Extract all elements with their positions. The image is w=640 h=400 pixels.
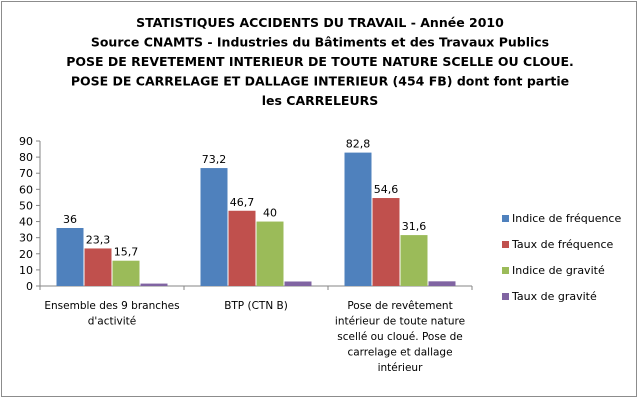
title-line: Source CNAMTS - Industries du Bâtiments …	[91, 35, 549, 50]
legend-swatch	[502, 293, 509, 300]
legend: Indice de fréquence Taux de fréquence Indi…	[502, 212, 621, 303]
category-label: d'activité	[88, 316, 137, 328]
y-tick-label: 0	[26, 280, 33, 293]
bars	[56, 152, 456, 286]
title-line: les CARRELEURS	[262, 93, 378, 108]
title-line: POSE DE CARRELAGE ET DALLAGE INTERIEUR (…	[71, 74, 569, 89]
y-tick-label: 40	[19, 216, 33, 229]
data-label: 46,7	[230, 196, 255, 209]
bar	[284, 281, 312, 286]
y-tick-label: 30	[19, 232, 33, 245]
chart-title: STATISTIQUES ACCIDENTS DU TRAVAIL - Anné…	[66, 15, 574, 108]
legend-label: Indice de fréquence	[512, 212, 621, 225]
bar	[228, 210, 256, 286]
y-tick-label: 70	[19, 167, 33, 180]
data-labels: 36 23,315,7 73,2 46,7 40 82,8 54,6 31,6	[63, 138, 426, 259]
y-tick-label: 80	[19, 151, 33, 164]
legend-label: Taux de fréquence	[511, 238, 614, 251]
y-tick-label: 90	[19, 135, 33, 148]
bar	[112, 260, 140, 286]
data-label: 73,2	[202, 153, 227, 166]
category-label: carrelage et dallage	[347, 347, 452, 359]
bar	[344, 152, 372, 286]
y-tick-label: 10	[19, 264, 33, 277]
y-tick-label: 20	[19, 248, 33, 261]
data-label: 36	[63, 213, 77, 226]
category-label: Pose de revêtement	[347, 300, 452, 312]
category-label: intérieur de toute nature	[335, 316, 465, 328]
bar	[84, 248, 112, 286]
category-labels: Ensemble des 9 branches d'activité BTP (CT…	[44, 300, 465, 374]
category-label: scellé ou cloué. Pose de	[337, 331, 462, 343]
data-label: 31,6	[402, 220, 427, 233]
bar	[372, 198, 400, 286]
title-line: POSE DE REVETEMENT INTERIEUR DE TOUTE NA…	[66, 54, 574, 69]
category-label: Ensemble des 9 branches	[44, 300, 179, 312]
bar	[428, 281, 456, 286]
legend-swatch	[502, 267, 509, 274]
category-label: intérieur	[378, 362, 423, 374]
data-label: 23,3	[86, 233, 111, 246]
y-tick-label: 50	[19, 199, 33, 212]
y-tick-label: 60	[19, 183, 33, 196]
bar	[200, 168, 228, 286]
category-label: BTP (CTN B)	[224, 300, 288, 312]
title-line: STATISTIQUES ACCIDENTS DU TRAVAIL - Anné…	[136, 15, 504, 30]
data-label: 15,7	[114, 246, 139, 259]
bar	[256, 221, 284, 286]
legend-label: Taux de gravité	[511, 290, 597, 303]
bar	[56, 228, 84, 286]
data-label: 82,8	[346, 138, 371, 151]
legend-swatch	[502, 241, 509, 248]
axes: 0 10 20 30 40 50 60 70 80 90	[19, 135, 473, 293]
legend-swatch	[502, 215, 509, 222]
legend-label: Indice de gravité	[512, 264, 605, 277]
bar	[400, 235, 428, 286]
data-label: 54,6	[374, 183, 399, 196]
data-label: 40	[263, 207, 277, 220]
bar	[140, 283, 168, 286]
